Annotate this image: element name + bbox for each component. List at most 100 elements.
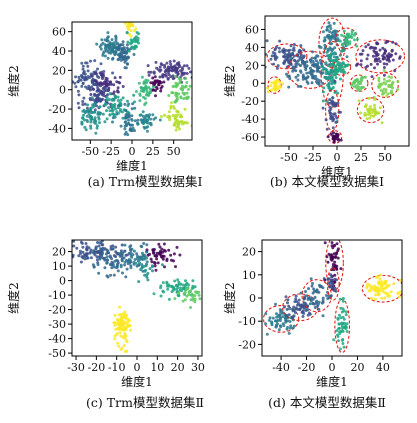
data-point: [289, 53, 293, 57]
data-point: [108, 42, 112, 46]
data-point: [158, 65, 162, 69]
data-point: [191, 293, 195, 297]
data-point: [98, 255, 102, 259]
data-point: [142, 254, 146, 258]
data-point: [320, 301, 324, 305]
data-point: [140, 266, 144, 270]
data-point: [110, 98, 114, 102]
data-point: [89, 120, 93, 124]
data-point: [277, 328, 281, 332]
data-point: [124, 109, 128, 113]
data-point: [116, 261, 120, 265]
data-point: [176, 66, 180, 70]
y-tick-label: -40: [241, 113, 259, 126]
cluster-outline: [356, 97, 385, 124]
data-point: [345, 322, 349, 326]
data-point: [335, 70, 339, 74]
data-point: [329, 107, 333, 111]
data-point: [313, 295, 317, 299]
data-point: [126, 23, 130, 26]
data-point: [77, 93, 81, 97]
data-point: [278, 308, 282, 312]
data-point: [315, 65, 319, 69]
data-point: [177, 291, 181, 295]
data-point: [291, 326, 295, 330]
y-tick-label: 20: [242, 246, 256, 259]
data-point: [274, 302, 277, 306]
y-tick-label: 10: [242, 269, 256, 282]
data-point: [334, 132, 338, 136]
data-point: [125, 99, 129, 103]
cluster-outline: [267, 76, 282, 94]
data-point: [162, 80, 166, 84]
data-point: [342, 70, 345, 74]
x-tick-label: 0: [129, 145, 136, 158]
data-point: [305, 64, 309, 68]
data-point: [97, 117, 101, 121]
data-point: [146, 64, 150, 68]
data-point: [282, 305, 286, 309]
x-tick-label: 10: [150, 361, 164, 374]
data-point: [113, 102, 117, 106]
data-point: [108, 254, 112, 258]
data-point: [394, 42, 398, 46]
data-point: [183, 298, 187, 302]
data-point: [333, 46, 337, 50]
data-point: [326, 72, 330, 76]
data-point: [124, 275, 128, 279]
data-point: [314, 59, 318, 63]
data-point: [368, 46, 372, 50]
data-point: [78, 78, 82, 82]
data-point: [103, 120, 107, 124]
data-point: [131, 126, 135, 130]
data-point: [378, 282, 382, 286]
data-point: [189, 289, 193, 293]
data-point: [352, 38, 356, 42]
data-point: [329, 132, 333, 136]
data-point: [344, 313, 348, 317]
data-point: [198, 297, 202, 301]
data-point: [342, 29, 346, 33]
data-point: [157, 242, 161, 246]
data-point: [110, 109, 114, 113]
data-point: [80, 61, 84, 65]
data-point: [162, 73, 166, 77]
data-point: [382, 77, 386, 81]
data-point: [113, 321, 117, 325]
data-point: [175, 283, 179, 287]
data-point: [91, 78, 94, 82]
data-point: [175, 96, 179, 99]
data-point: [159, 294, 163, 298]
data-point: [345, 35, 349, 39]
data-point: [98, 97, 102, 101]
data-point: [288, 326, 292, 330]
data-point: [382, 69, 386, 72]
data-point: [327, 294, 331, 298]
data-point: [130, 118, 134, 122]
data-point: [340, 65, 344, 69]
data-point: [118, 252, 122, 256]
data-point: [357, 82, 360, 86]
data-point: [286, 298, 290, 302]
data-point: [283, 55, 287, 59]
data-point: [127, 49, 131, 53]
data-point: [323, 43, 327, 47]
data-point: [152, 248, 156, 251]
data-point: [145, 260, 149, 264]
data-point: [127, 118, 130, 122]
data-point: [113, 94, 117, 98]
data-point: [325, 127, 329, 131]
data-point: [311, 59, 315, 63]
data-point: [123, 263, 127, 267]
x-tick-label: 50: [378, 151, 392, 164]
data-point: [125, 115, 129, 119]
data-point: [365, 117, 369, 121]
data-point: [265, 332, 269, 336]
data-point: [324, 61, 328, 65]
x-tick-label: -20: [298, 361, 316, 374]
data-point: [79, 260, 83, 264]
data-point: [130, 22, 134, 25]
data-point: [375, 59, 379, 63]
data-point: [289, 324, 293, 328]
data-point: [299, 44, 303, 48]
